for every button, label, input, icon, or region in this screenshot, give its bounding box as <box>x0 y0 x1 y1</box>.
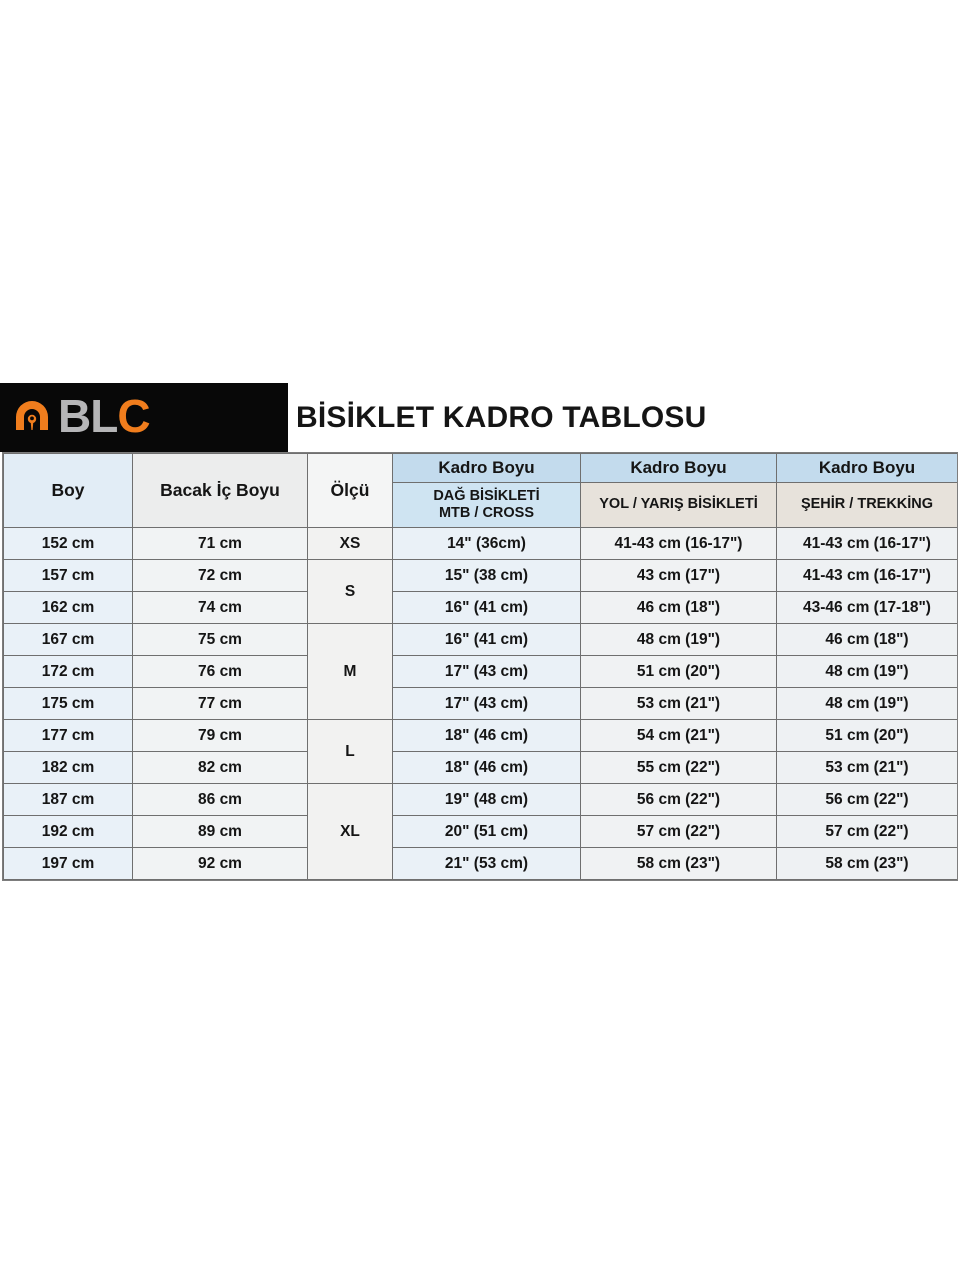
cell-boy: 182 cm <box>3 751 133 784</box>
column-header-dag-line1: DAĞ BİSİKLETİ <box>433 487 540 504</box>
column-header-bacak: Bacak İç Boyu <box>132 453 308 528</box>
brand-logo: BLC <box>0 383 288 452</box>
cell-kadro-yol: 41-43 cm (16-17") <box>580 527 777 560</box>
cell-bacak: 71 cm <box>132 527 308 560</box>
cell-kadro-yol: 48 cm (19") <box>580 623 777 656</box>
bike-size-chart-table: Boy Bacak İç Boyu Ölçü Kadro Boyu Kadro … <box>3 453 957 880</box>
cell-kadro-yol: 56 cm (22") <box>580 783 777 816</box>
cell-bacak: 72 cm <box>132 559 308 592</box>
column-header-dag-line2: MTB / CROSS <box>438 505 535 521</box>
cell-kadro-sehir: 41-43 cm (16-17") <box>776 527 957 560</box>
cell-kadro-dag: 17" (43 cm) <box>392 655 581 688</box>
table-row: 175 cm 77 cm 17" (43 cm) 53 cm (21") 48 cm (… <box>3 687 957 720</box>
table-row: 167 cm 75 cm M 16" (41 cm) 48 cm (19") 46 cm … <box>3 623 957 720</box>
cell-bacak: 74 cm <box>132 591 308 624</box>
cell-kadro-dag: 16" (41 cm) <box>392 591 581 624</box>
cell-kadro-yol: 43 cm (17") <box>580 559 777 592</box>
cell-bacak: 75 cm <box>132 623 308 656</box>
table-row: 152 cm 71 cm XS 14" (36cm) 41-43 cm (16-17")… <box>3 527 957 560</box>
cell-boy: 197 cm <box>3 847 133 880</box>
table-header-sub-row: DAĞ BİSİKLETİ MTB / CROSS YOL / YARIŞ Bİ… <box>4 482 957 528</box>
table-row: 192 cm 89 cm 20" (51 cm) 57 cm (22") 57 cm (… <box>3 815 957 848</box>
cell-boy: 162 cm <box>3 591 133 624</box>
cell-kadro-sehir: 58 cm (23") <box>776 847 957 880</box>
cell-boy: 177 cm <box>3 719 133 752</box>
cell-bacak: 77 cm <box>132 687 308 720</box>
cell-kadro-sehir: 51 cm (20") <box>776 719 957 752</box>
cell-kadro-yol: 53 cm (21") <box>580 687 777 720</box>
column-header-dag-bisikleti: DAĞ BİSİKLETİ MTB / CROSS <box>392 482 581 528</box>
cell-bacak: 79 cm <box>132 719 308 752</box>
cell-kadro-sehir: 57 cm (22") <box>776 815 957 848</box>
cell-kadro-yol: 46 cm (18") <box>580 591 777 624</box>
cell-boy: 172 cm <box>3 655 133 688</box>
cell-boy: 167 cm <box>3 623 133 656</box>
cell-kadro-yol: 55 cm (22") <box>580 751 777 784</box>
cell-bacak: 76 cm <box>132 655 308 688</box>
table-header-group-row: Boy Bacak İç Boyu Ölçü Kadro Boyu Kadro … <box>3 453 957 528</box>
column-header-sehir-trekking: ŞEHİR / TREKKİNG <box>776 482 957 528</box>
cell-kadro-sehir: 41-43 cm (16-17") <box>776 559 957 592</box>
cell-boy: 175 cm <box>3 687 133 720</box>
cell-olcu-size: XS <box>307 527 393 560</box>
table-row: 177 cm 79 cm L 18" (46 cm) 54 cm (21") 51 cm … <box>3 719 957 784</box>
cell-kadro-dag: 14" (36cm) <box>392 527 581 560</box>
cell-kadro-yol: 54 cm (21") <box>580 719 777 752</box>
column-header-boy: Boy <box>3 453 133 528</box>
cell-bacak: 82 cm <box>132 751 308 784</box>
table-row: 187 cm 86 cm XL 19" (48 cm) 56 cm (22") 56 cm… <box>3 783 957 880</box>
table-row: 172 cm 76 cm 17" (43 cm) 51 cm (20") 48 cm (… <box>3 655 957 688</box>
cell-kadro-sehir: 48 cm (19") <box>776 655 957 688</box>
cell-kadro-dag: 21" (53 cm) <box>392 847 581 880</box>
cell-kadro-sehir: 53 cm (21") <box>776 751 957 784</box>
column-header-yol-yaris: YOL / YARIŞ BİSİKLETİ <box>580 482 777 528</box>
cell-kadro-dag: 16" (41 cm) <box>392 623 581 656</box>
cell-kadro-dag: 18" (46 cm) <box>392 719 581 752</box>
cell-kadro-dag: 19" (48 cm) <box>392 783 581 816</box>
cell-kadro-sehir: 48 cm (19") <box>776 687 957 720</box>
cell-olcu-size: L <box>307 719 393 784</box>
cell-boy: 152 cm <box>3 527 133 560</box>
cell-kadro-sehir: 43-46 cm (17-18") <box>776 591 957 624</box>
page-title: BİSİKLET KADRO TABLOSU <box>296 400 707 434</box>
cell-kadro-dag: 18" (46 cm) <box>392 751 581 784</box>
cell-kadro-dag: 20" (51 cm) <box>392 815 581 848</box>
group-header-kadro-boyu-mtb: Kadro Boyu <box>392 453 581 483</box>
cell-boy: 192 cm <box>3 815 133 848</box>
antenna-arc-icon <box>10 396 54 440</box>
cell-olcu-size: XL <box>307 783 393 880</box>
table-head: Boy Bacak İç Boyu Ölçü Kadro Boyu Kadro … <box>3 453 957 528</box>
table-row: 162 cm 74 cm 16" (41 cm) 46 cm (18") 43-46 c… <box>3 591 957 624</box>
cell-boy: 187 cm <box>3 783 133 816</box>
cell-kadro-yol: 57 cm (22") <box>580 815 777 848</box>
table-body: 152 cm 71 cm XS 14" (36cm) 41-43 cm (16-17")… <box>3 527 957 880</box>
size-chart-container: BIKE STORE Boy Bacak İç Boyu Ölçü Kadro … <box>2 452 958 881</box>
cell-kadro-yol: 51 cm (20") <box>580 655 777 688</box>
brand-wordmark: BLC <box>58 390 151 442</box>
table-row: 182 cm 82 cm 18" (46 cm) 55 cm (22") 53 cm (… <box>3 751 957 784</box>
group-header-kadro-boyu-sehir: Kadro Boyu <box>776 453 957 483</box>
cell-boy: 157 cm <box>3 559 133 592</box>
column-header-olcu: Ölçü <box>307 453 393 528</box>
cell-bacak: 89 cm <box>132 815 308 848</box>
cell-bacak: 92 cm <box>132 847 308 880</box>
brand-wordmark-primary: BL <box>58 390 118 442</box>
cell-kadro-dag: 15" (38 cm) <box>392 559 581 592</box>
document-header: BLC BİSİKLET KADRO TABLOSU <box>0 383 960 452</box>
cell-kadro-sehir: 46 cm (18") <box>776 623 957 656</box>
cell-olcu-size: M <box>307 623 393 720</box>
cell-kadro-dag: 17" (43 cm) <box>392 687 581 720</box>
cell-bacak: 86 cm <box>132 783 308 816</box>
brand-wordmark-accent: C <box>117 390 150 442</box>
table-row: 197 cm 92 cm 21" (53 cm) 58 cm (23") 58 cm (… <box>3 847 957 880</box>
group-header-kadro-boyu-yol: Kadro Boyu <box>580 453 777 483</box>
cell-olcu-size: S <box>307 559 393 624</box>
cell-kadro-sehir: 56 cm (22") <box>776 783 957 816</box>
table-row: 157 cm 72 cm S 15" (38 cm) 43 cm (17") 41-43 … <box>3 559 957 624</box>
cell-kadro-yol: 58 cm (23") <box>580 847 777 880</box>
